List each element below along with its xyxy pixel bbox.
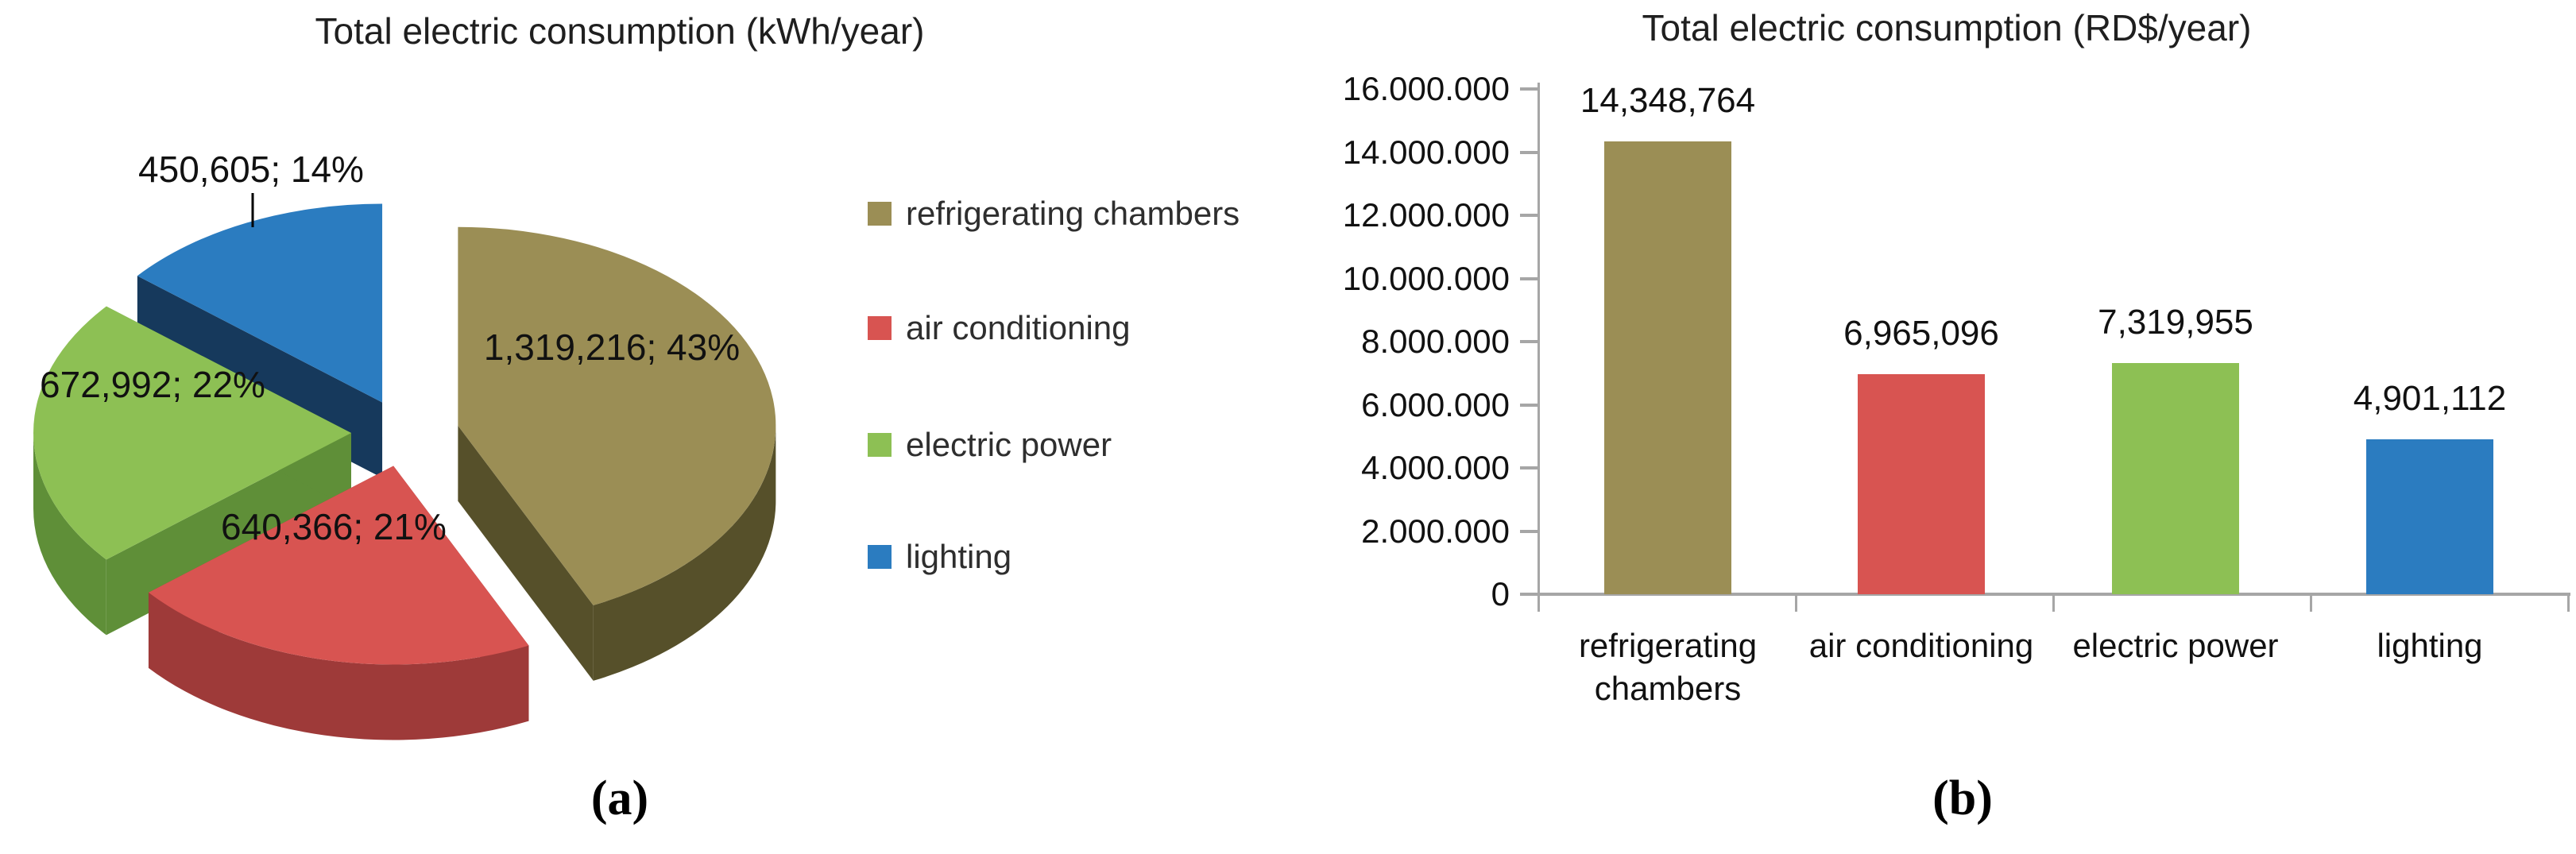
legend-swatch-icon <box>868 316 892 340</box>
x-axis-category-label-lighting: lighting <box>2377 627 2483 664</box>
x-axis-category-label-electric-power: electric power <box>2072 627 2279 664</box>
pie-slice-rim-air-conditioning <box>148 592 529 740</box>
x-axis-tick <box>1537 596 1540 612</box>
x-axis-tick <box>2052 596 2055 612</box>
y-axis-tick-label: 14.000.000 <box>1342 133 1510 171</box>
pie-slice-side-refrigerating-chambers <box>458 425 594 681</box>
panel-a-caption: (a) <box>590 771 649 825</box>
pie-slice-lighting <box>137 203 383 403</box>
bar-refrigerating-chambers <box>1604 141 1731 594</box>
legend-swatch-icon <box>868 545 892 569</box>
y-axis-tick <box>1520 276 1537 280</box>
y-axis-tick <box>1520 403 1537 407</box>
y-axis-tick-label: 8.000.000 <box>1361 323 1510 360</box>
y-axis-tick-label: 12.000.000 <box>1342 196 1510 234</box>
y-axis-tick <box>1520 214 1537 217</box>
x-axis-tick <box>2310 596 2312 612</box>
bar-air-conditioning <box>1858 374 1985 594</box>
pie-chart-title: Total electric consumption (kWh/year) <box>315 10 925 52</box>
legend-item-electric-power: electric power <box>868 426 1112 464</box>
bar-electric-power <box>2112 363 2239 594</box>
legend-swatch-icon <box>868 433 892 457</box>
legend-item-lighting: lighting <box>868 538 1011 576</box>
bar-chart-title: Total electric consumption (RD$/year) <box>1642 7 2252 48</box>
pie-slice-electric-power <box>33 306 352 560</box>
y-axis-tick <box>1520 340 1537 343</box>
bar-value-label-air-conditioning: 6,965,096 <box>1843 314 1999 354</box>
pie-label-refrigerating-chambers: 1,319,216; 43% <box>484 327 740 368</box>
y-axis-tick-label: 6.000.000 <box>1361 385 1510 423</box>
y-axis-tick <box>1520 529 1537 533</box>
y-axis-tick <box>1520 150 1537 154</box>
legend-label: air conditioning <box>906 309 1131 346</box>
x-axis-line <box>1537 593 2570 596</box>
pie-slice-rim-refrigerating-chambers <box>593 425 776 681</box>
bar-value-label-refrigerating-chambers: 14,348,764 <box>1580 80 1756 120</box>
legend-swatch-icon <box>868 202 892 226</box>
y-axis-tick-label: 16.000.000 <box>1342 70 1510 107</box>
pie-label-air-conditioning: 640,366; 21% <box>221 506 447 547</box>
x-axis-tick <box>2567 596 2570 612</box>
legend-item-air-conditioning: air conditioning <box>868 309 1131 347</box>
bar-value-label-lighting: 4,901,112 <box>2353 379 2507 419</box>
pie-slice-refrigerating-chambers <box>458 226 776 605</box>
y-axis-line <box>1537 83 1540 612</box>
y-axis-tick <box>1520 466 1537 470</box>
pie-label-electric-power: 672,992; 22% <box>40 364 265 405</box>
y-axis-tick-label: 4.000.000 <box>1361 449 1510 486</box>
legend-label: electric power <box>906 426 1112 463</box>
legend-label: lighting <box>906 538 1012 575</box>
x-axis-category-label-air-conditioning: air conditioning <box>1808 627 2034 664</box>
y-axis-tick-label: 2.000.000 <box>1361 512 1510 550</box>
pie-slices <box>33 203 776 740</box>
y-axis-tick-label: 0 <box>1491 575 1510 612</box>
bar-value-label-electric-power: 7,319,955 <box>2098 303 2253 342</box>
legend-item-refrigerating-chambers: refrigerating chambers <box>868 195 1240 233</box>
pie-slice-rim-electric-power <box>33 433 106 636</box>
y-axis-tick <box>1520 87 1537 91</box>
panel-b-caption: (b) <box>1932 771 1993 825</box>
bar-lighting <box>2366 439 2493 594</box>
pie-slice-air-conditioning <box>148 466 529 665</box>
x-axis-category-label-refrigerating-chambers: refrigerating chambers <box>1578 627 1758 707</box>
x-axis-tick <box>1795 596 1797 612</box>
pie-chart: 1,319,216; 43% 640,366; 21% 672,992; 22%… <box>33 149 776 740</box>
y-axis-tick-label: 10.000.000 <box>1342 259 1510 297</box>
y-axis-tick <box>1520 593 1537 596</box>
pie-label-lighting: 450,605; 14% <box>138 149 364 190</box>
legend-label: refrigerating chambers <box>906 195 1240 232</box>
